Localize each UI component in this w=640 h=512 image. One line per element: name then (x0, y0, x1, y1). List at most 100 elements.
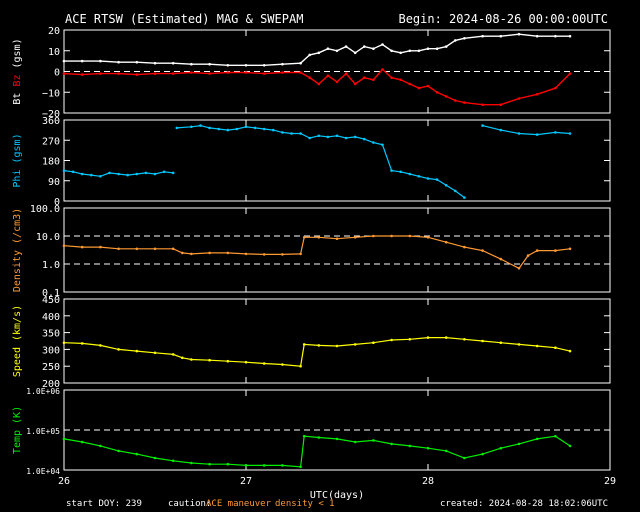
data-point (62, 437, 66, 441)
data-point (568, 349, 572, 353)
density-note: density < 1 (275, 499, 335, 509)
data-point (399, 51, 403, 55)
data-point (62, 244, 66, 247)
panel-4: 1.0E+06 1.0E+05 1.0E+04 Temp (K) 26 27 28 29 UTC… (12, 387, 616, 501)
data-point (190, 71, 193, 74)
data-point (117, 72, 120, 75)
data-point (171, 353, 175, 356)
data-point (317, 51, 321, 55)
data-point (308, 76, 312, 79)
data-point (381, 143, 384, 147)
data-point (426, 47, 430, 50)
data-point (481, 34, 484, 38)
data-point (262, 72, 266, 75)
data-point (344, 72, 348, 75)
data-point (80, 342, 84, 345)
data-point (335, 80, 339, 84)
y-tick-label: 1.0E+04 (26, 467, 60, 476)
data-point (335, 49, 339, 53)
data-point (390, 442, 393, 446)
data-point (435, 91, 439, 94)
data-point (117, 60, 120, 64)
data-point (317, 134, 321, 138)
y-axis-label-part: (gsm) (12, 38, 23, 74)
data-point (499, 128, 503, 132)
data-point (417, 49, 421, 53)
data-point (535, 437, 539, 441)
data-point (317, 436, 321, 439)
data-point (80, 440, 84, 444)
data-point (517, 32, 521, 36)
data-point (108, 171, 111, 175)
y-axis-label: Temp (K) (12, 406, 23, 454)
data-point (181, 356, 184, 360)
data-point (244, 64, 248, 67)
y-axis-label: Bt Bz (gsm) (12, 38, 23, 104)
y-tick-label: 1.0E+06 (26, 387, 60, 396)
y-tick-label: 180 (42, 157, 60, 168)
data-point (335, 344, 339, 348)
data-point (153, 61, 157, 65)
data-point (353, 236, 357, 239)
y-axis-label-part: Bt (12, 93, 23, 105)
data-point (372, 341, 375, 345)
data-point (217, 127, 220, 131)
data-point (302, 236, 306, 239)
data-point (363, 45, 366, 48)
data-point (426, 446, 430, 450)
data-point (80, 73, 84, 76)
data-point (381, 43, 384, 46)
data-point (281, 464, 284, 467)
y-tick-label: 0 (54, 68, 60, 79)
data-point (181, 251, 184, 255)
data-point (444, 449, 448, 453)
data-point (171, 171, 175, 175)
data-point (426, 84, 430, 88)
data-point (568, 444, 572, 448)
data-point (208, 126, 211, 130)
data-point (481, 103, 484, 106)
y-axis-label-part: Density (/cm3) (12, 208, 23, 292)
data-point (372, 141, 375, 144)
data-point (326, 135, 330, 139)
data-point (568, 132, 572, 135)
data-point (226, 462, 230, 466)
data-point (353, 135, 357, 139)
data-point (299, 465, 302, 469)
data-point (208, 72, 211, 75)
data-point (408, 234, 412, 238)
data-point (444, 45, 448, 48)
data-point (299, 71, 302, 74)
start-doy: start DOY: 239 (66, 499, 142, 509)
data-point (90, 173, 93, 177)
x-axis-label: UTC(days) (310, 490, 364, 501)
data-point (153, 351, 157, 355)
data-point (153, 72, 157, 75)
data-point (62, 341, 66, 345)
data-point (62, 169, 66, 172)
y-tick-label: 20 (48, 26, 60, 37)
data-point (417, 175, 421, 178)
data-point (99, 444, 102, 448)
data-point (272, 128, 275, 132)
data-point (444, 95, 448, 98)
y-tick-label: 0 (54, 197, 60, 208)
y-tick-label: 100.0 (30, 204, 60, 215)
data-point (499, 257, 503, 261)
y-tick-label: 1.0E+05 (26, 427, 60, 436)
data-point (208, 251, 211, 255)
data-point (153, 456, 157, 460)
data-point (363, 76, 366, 79)
data-point (208, 358, 211, 362)
y-axis-label-part: Bz (12, 75, 23, 93)
data-point (317, 82, 321, 86)
y-tick-label: 360 (42, 116, 60, 127)
data-point (517, 97, 521, 100)
y-axis-label: Phi (gsm) (12, 133, 23, 187)
y-axis-label: Density (/cm3) (12, 208, 23, 292)
data-point (281, 62, 284, 66)
x-tick-label: 29 (604, 476, 616, 487)
data-point (463, 245, 466, 249)
data-point (244, 125, 248, 129)
